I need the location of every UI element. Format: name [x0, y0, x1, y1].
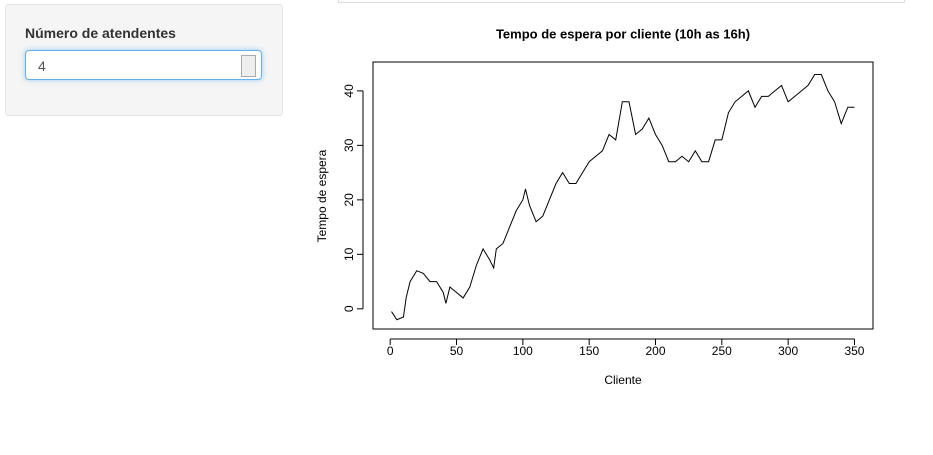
y-tick-label: 0 — [342, 305, 356, 312]
x-tick-label: 300 — [778, 344, 798, 358]
chart-title: Tempo de espera por cliente (10h as 16h) — [496, 26, 750, 41]
y-tick-label: 40 — [342, 84, 356, 98]
tab-border — [338, 0, 905, 3]
x-tick-label: 100 — [513, 344, 533, 358]
plot-box — [372, 61, 874, 330]
data-line — [391, 74, 855, 321]
sidebar: Número de atendentes 4 — [5, 4, 283, 116]
y-axis-label: Tempo de espera — [315, 149, 329, 242]
x-tick-label: 50 — [450, 344, 464, 358]
x-axis-label: Cliente — [604, 373, 642, 387]
x-tick-label: 200 — [645, 344, 665, 358]
y-tick-label: 20 — [342, 193, 356, 207]
x-tick-label: 250 — [712, 344, 732, 358]
x-tick-label: 0 — [387, 344, 394, 358]
input-value: 4 — [38, 58, 46, 74]
input-label: Número de atendentes — [25, 25, 176, 41]
y-tick-label: 30 — [342, 138, 356, 152]
spinner[interactable] — [241, 55, 256, 77]
y-tick-label: 10 — [342, 247, 356, 261]
number-input[interactable]: 4 — [25, 50, 262, 80]
x-tick-label: 150 — [579, 344, 599, 358]
x-tick-label: 350 — [844, 344, 864, 358]
